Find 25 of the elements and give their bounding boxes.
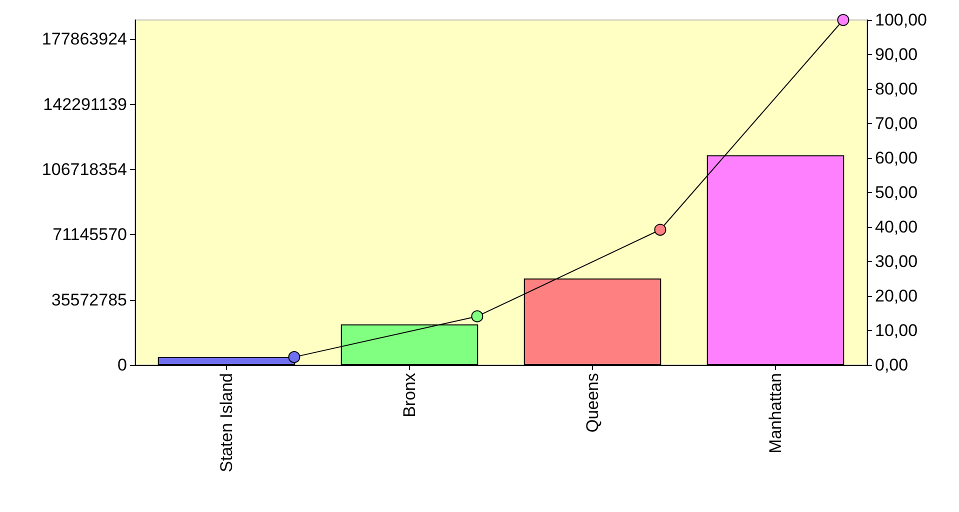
x-tick-label: Queens xyxy=(583,373,602,433)
y2-tick-label: 20,00 xyxy=(875,286,918,306)
point xyxy=(837,14,850,26)
y-tick-label: 177863924 xyxy=(42,30,127,49)
y-tick-label: 106718354 xyxy=(42,160,127,179)
y2-tick-label: 50,00 xyxy=(875,183,918,202)
y2-tick-label: 70,00 xyxy=(875,114,918,133)
y-tick-label: 35572785 xyxy=(51,290,127,310)
y2-tick-label: 60,00 xyxy=(875,148,918,168)
x-tick-label: Manhattan xyxy=(766,373,785,454)
y2-tick-label: 90,00 xyxy=(875,45,918,64)
y-tick-label: 0 xyxy=(118,356,127,374)
y2-tick-label: 100,00 xyxy=(875,10,927,30)
y-tick-label: 71145570 xyxy=(52,225,127,244)
point xyxy=(288,351,300,364)
y2-tick-label: 40,00 xyxy=(875,218,918,236)
point xyxy=(471,310,484,322)
point xyxy=(654,224,666,236)
x-tick-label: Staten Island xyxy=(217,373,236,472)
y2-tick-label: 0,00 xyxy=(875,356,908,374)
y2-tick-label: 30,00 xyxy=(875,252,918,271)
x-tick-label: Bronx xyxy=(400,372,419,418)
y2-tick-label: 10,00 xyxy=(875,321,918,340)
y2-tick-label: 80,00 xyxy=(875,80,918,98)
y-tick-label: 142291139 xyxy=(43,94,127,114)
